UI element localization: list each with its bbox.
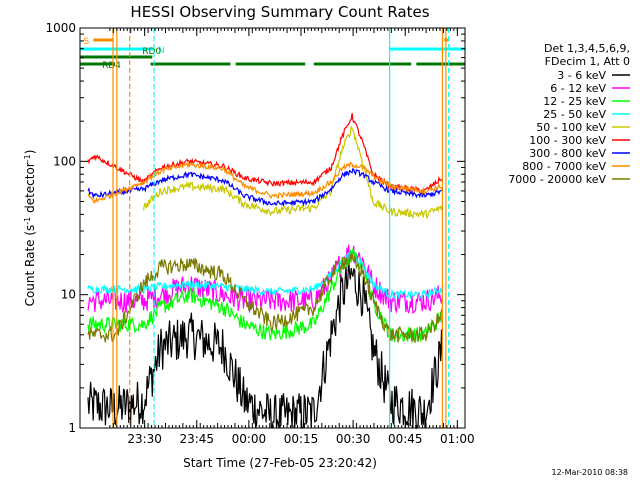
legend: Det 1,3,4,5,6,9, FDecim 1, Att 0 3 - 6 k… <box>508 42 630 186</box>
series-line-7 <box>87 160 443 205</box>
series-layer <box>87 113 443 430</box>
legend-entry-1: 6 - 12 keV <box>550 82 606 95</box>
y-tick-label-1: 10 <box>61 288 76 302</box>
y-label-part-2: detector <box>23 162 37 217</box>
series-line-6 <box>87 167 443 207</box>
legend-entry-8: 7000 - 20000 keV <box>508 173 606 186</box>
legend-header-line-1: Det 1,3,4,5,6,9, <box>544 42 630 55</box>
x-tick-label-3: 00:15 <box>284 432 319 446</box>
plot-frame <box>79 27 466 429</box>
x-tick-label-6: 01:00 <box>440 432 475 446</box>
legend-entry-0: 3 - 6 keV <box>557 69 606 82</box>
x-tick-label-5: 00:45 <box>388 432 423 446</box>
flag-label-s: S <box>83 37 89 47</box>
legend-entry-5: 100 - 300 keV <box>529 134 606 147</box>
series-line-0 <box>87 259 443 430</box>
x-tick-label-0: 23:30 <box>127 432 162 446</box>
y-tick-label-3: 1000 <box>45 21 76 35</box>
legend-entry-6: 300 - 800 keV <box>529 147 606 160</box>
legend-entry-3: 25 - 50 keV <box>543 108 606 121</box>
series-line-1 <box>87 244 443 315</box>
legend-entry-7: 800 - 7000 keV <box>522 160 606 173</box>
y-tick-label-2: 100 <box>53 154 76 168</box>
flag-label-n: N <box>158 46 165 56</box>
x-tick-label-2: 00:00 <box>232 432 267 446</box>
y-label-sup-1: -1 <box>23 217 32 225</box>
vertical-markers <box>112 28 450 428</box>
series-line-4 <box>143 126 443 220</box>
y-label-sup-2: -1 <box>23 154 32 162</box>
x-axis-label: Start Time (27-Feb-05 23:20:42) <box>183 456 377 470</box>
flag-label-rd0: RD0 <box>142 47 161 57</box>
axes: 23:30 23:45 00:00 00:15 00:30 00:45 01:00 1 10 10… <box>45 21 474 446</box>
y-axis-label: Count Rate (s-1 detector-1) <box>23 150 37 307</box>
legend-entry-4: 50 - 100 keV <box>536 121 606 134</box>
flag-label-rd4: RD4 <box>102 61 121 71</box>
chart-title: HESSI Observing Summary Count Rates <box>130 3 429 21</box>
x-tick-label-1: 23:45 <box>179 432 214 446</box>
legend-header-line-2: FDecim 1, Att 0 <box>545 55 630 68</box>
legend-entry-2: 12 - 25 keV <box>543 95 606 108</box>
series-line-8 <box>87 253 443 343</box>
y-tick-label-0: 1 <box>68 421 76 435</box>
footer-timestamp: 12-Mar-2010 08:38 <box>552 468 629 477</box>
y-label-part-1: Count Rate (s <box>23 225 37 307</box>
y-label-part-3: ) <box>23 150 37 155</box>
x-tick-label-4: 00:30 <box>336 432 371 446</box>
